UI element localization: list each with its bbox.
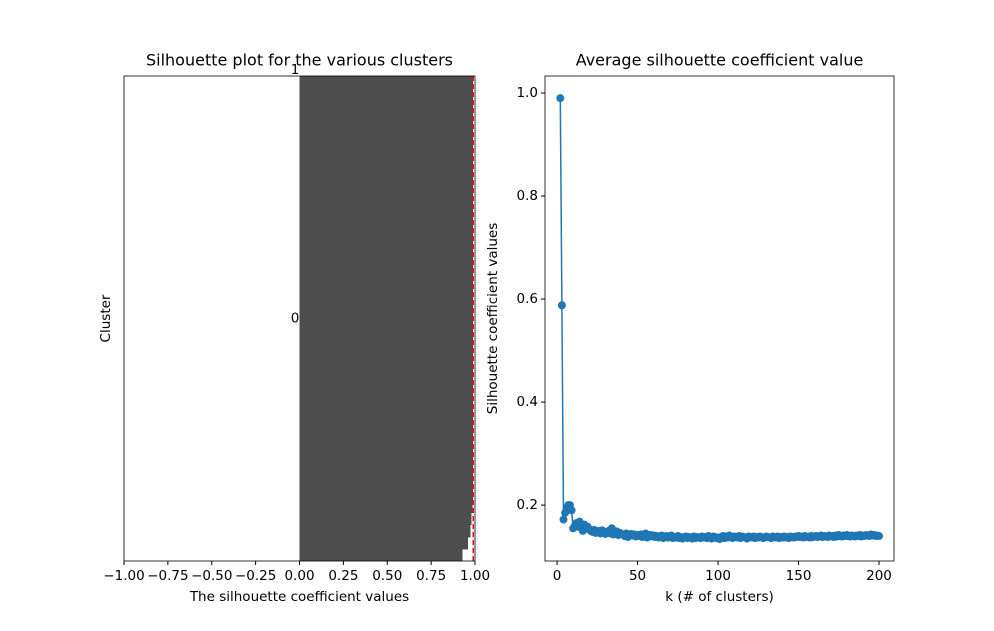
silhouette-bar [299,476,474,489]
silhouette-bar [299,112,474,125]
x-axis-label: The silhouette coefficient values [189,589,409,605]
plot-area [556,94,884,544]
silhouette-bar [299,451,474,465]
y-tick-label: 0.4 [517,394,538,410]
silhouette-bar [299,464,474,477]
silhouette-bar [299,488,473,501]
silhouette-bar [299,427,474,441]
series-line [559,98,880,541]
silhouette-bar [299,124,474,138]
x-tick-label: 0.75 [416,568,446,584]
silhouette-bar [299,415,474,429]
silhouette-bar [299,524,471,538]
silhouette-bar [299,318,474,332]
silhouette-bar [299,76,474,89]
silhouette-bar [299,88,474,101]
silhouette-bar [299,245,474,259]
silhouette-bar [299,330,474,344]
silhouette-bar [299,185,474,198]
silhouette-bar [299,536,468,550]
x-tick-label: 1.00 [460,568,490,584]
x-tick-label: 200 [866,568,892,584]
silhouette-bar [299,367,474,380]
silhouette-area [299,76,474,561]
silhouette-bar [299,270,474,283]
chart-title: Average silhouette coefficient value [576,51,864,70]
x-tick-label: 100 [705,568,731,584]
x-tick-label: 0.00 [284,568,314,584]
silhouette-bar [299,439,474,453]
x-tick-label: 50 [629,568,646,584]
silhouette-bar [299,294,474,307]
silhouette-bar [299,391,474,404]
x-tick-label: −0.50 [191,568,232,584]
chart-title: Silhouette plot for the various clusters [146,51,453,70]
marker [875,532,884,541]
silhouette-bar [299,257,474,271]
x-tick-label: 0 [553,568,562,584]
x-tick-label: −0.25 [235,568,276,584]
silhouette-bar [299,354,474,368]
silhouette-bar [299,148,474,162]
cluster-label: 0 [291,311,300,327]
x-tick-label: 0.25 [328,568,358,584]
silhouette-bar [299,306,474,319]
silhouette-bar [299,233,474,247]
silhouette-bar [299,500,473,513]
y-axis-label: Cluster [98,294,114,342]
marker [567,506,576,515]
silhouette-bar [299,100,474,113]
silhouette-bar [299,136,474,150]
silhouette-bar [299,160,474,174]
y-tick-label: 1.0 [517,85,538,101]
silhouette-bar [299,379,474,392]
silhouette-bar [299,512,472,526]
x-tick-label: −1.00 [103,568,144,584]
marker [557,301,566,310]
marker [556,94,565,103]
axes-frame [544,75,895,562]
y-tick-label: 0.2 [517,497,538,513]
silhouette-bar [299,403,474,416]
silhouette-bar [299,342,474,356]
x-tick-label: −0.75 [147,568,188,584]
marker [559,515,568,524]
x-tick-label: 150 [786,568,812,584]
y-tick-label: 0.8 [517,188,538,204]
y-axis-label: Silhouette coefficient values [485,223,501,415]
silhouette-bar [299,197,474,210]
cluster-label: 1 [291,62,300,78]
silhouette-bar [299,173,474,186]
silhouette-bar [299,282,474,295]
silhouette-bar [299,209,474,222]
x-tick-label: 0.50 [372,568,402,584]
x-axis-label: k (# of clusters) [665,589,774,605]
silhouette-bar [299,221,474,235]
axes-frame [123,75,476,562]
silhouette-bar [299,548,463,561]
y-tick-label: 0.6 [517,291,538,307]
